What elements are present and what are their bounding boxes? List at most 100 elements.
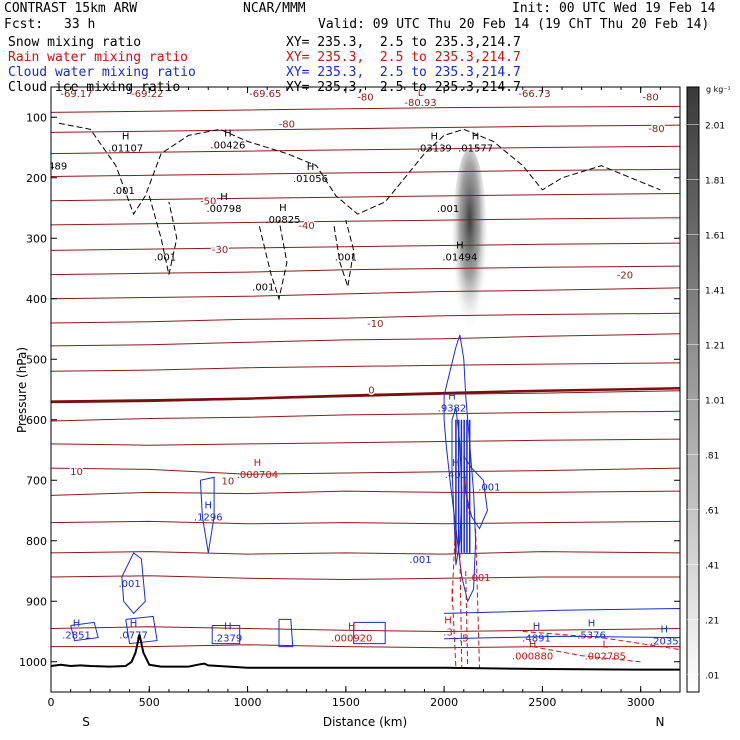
extremum-marker: H bbox=[254, 458, 262, 469]
temperature-label: 0 bbox=[368, 386, 374, 397]
extremum-value: .4891 bbox=[522, 634, 551, 645]
temperature-label: -10 bbox=[367, 319, 383, 330]
field-xy-rain: XY= 235.3, 2.5 to 235.3,214.7 bbox=[286, 50, 521, 65]
field-xy-cloud-ice: XY= 235.3, 2.5 to 235.3,214.7 bbox=[286, 80, 521, 95]
y-axis-label: Pressure (hPa) bbox=[15, 347, 29, 433]
colorbar-tick-label: 1.41 bbox=[705, 287, 725, 297]
extremum-marker: H bbox=[431, 132, 439, 143]
extremum-value: .002785 bbox=[585, 652, 626, 663]
model-title: CONTRAST 15km ARW bbox=[4, 1, 138, 16]
temperature-label: -66.73 bbox=[518, 89, 550, 100]
extremum-marker: H bbox=[452, 458, 460, 469]
cloud-ice-contour bbox=[58, 122, 661, 216]
extremum-marker: H bbox=[224, 622, 232, 633]
contour-label: .001 bbox=[113, 186, 135, 197]
contour-label: .001 bbox=[468, 573, 490, 584]
temperature-label: -30 bbox=[212, 245, 228, 256]
extremum-value: .000880 bbox=[512, 652, 553, 663]
colorbar-tick-label: 1.61 bbox=[705, 232, 725, 242]
temperature-contour bbox=[51, 362, 680, 372]
extremum-marker: H bbox=[533, 622, 541, 633]
temperature-label: -80.93 bbox=[404, 98, 436, 109]
rain-water-contour bbox=[451, 589, 457, 668]
temperature-label: -20 bbox=[617, 271, 633, 282]
x-axis-label: Distance (km) bbox=[323, 715, 407, 729]
colorbar-tick-label: 1.81 bbox=[705, 177, 725, 187]
temperature-label: -80 bbox=[642, 93, 658, 104]
contour-label: .001 bbox=[335, 252, 357, 263]
y-tick-label: 300 bbox=[26, 232, 47, 245]
contour-label: .0489 bbox=[39, 162, 68, 173]
temperature-contour bbox=[51, 644, 680, 649]
rain-water-contour bbox=[522, 631, 680, 651]
axes: 0 500 1000 1500 2000 2500 30001002003004005006… bbox=[19, 87, 681, 709]
temperature-contour bbox=[51, 520, 680, 525]
extremum-value: .2035 bbox=[650, 637, 679, 648]
temperature-label: -80 bbox=[357, 93, 373, 104]
center-name: NCAR/MMM bbox=[243, 1, 306, 16]
extremum-marker: H bbox=[661, 625, 669, 636]
cloud-ice-contour bbox=[333, 219, 355, 287]
cloud-water-contour bbox=[121, 552, 146, 615]
extremum-marker: H bbox=[529, 640, 537, 651]
temperature-contour bbox=[51, 265, 680, 276]
extremum-value: .000704 bbox=[237, 470, 278, 481]
cloud-water-contour bbox=[70, 621, 99, 642]
x-tick-label: 3000 bbox=[627, 696, 655, 709]
extremum-value: .3 bbox=[443, 628, 453, 639]
cloud-water-contour bbox=[199, 476, 215, 553]
x-tick-label: 1500 bbox=[332, 696, 360, 709]
extremum-value: .00825 bbox=[265, 215, 300, 226]
field-name-rain: Rain water mixing ratio bbox=[8, 50, 189, 65]
y-tick-label: 900 bbox=[26, 595, 47, 608]
colorbar-tick-label: .21 bbox=[705, 617, 719, 627]
rain-water-contour bbox=[532, 646, 641, 663]
colorbar-tick-label: .01 bbox=[705, 672, 719, 682]
extremum-value: .01056 bbox=[293, 174, 328, 185]
extremum-marker: H bbox=[73, 619, 81, 630]
temperature-contour bbox=[51, 626, 680, 633]
extremum-value: .03139 bbox=[417, 144, 452, 155]
temperature-contour bbox=[51, 193, 680, 202]
temperature-contour bbox=[51, 145, 680, 155]
colorbar-tick-label: .41 bbox=[705, 562, 719, 572]
x-tick-label: 2500 bbox=[528, 696, 556, 709]
rain-water-contour bbox=[465, 570, 469, 668]
temperature-contour bbox=[51, 490, 680, 496]
field-xy-snow: XY= 235.3, 2.5 to 235.3,214.7 bbox=[286, 35, 521, 50]
temperature-contour bbox=[51, 467, 680, 475]
y-tick-label: 700 bbox=[26, 474, 47, 487]
colorbar-unit: g kg⁻¹ bbox=[706, 85, 731, 94]
forecast-hours: 33 h bbox=[64, 17, 96, 32]
x-tick-label: 0 bbox=[48, 696, 55, 709]
cloud-ice-contour bbox=[148, 195, 178, 275]
extremum-marker: L bbox=[603, 640, 609, 651]
extremum-marker: H bbox=[472, 132, 480, 143]
extremum-marker: H bbox=[307, 162, 315, 173]
extremum-value: .00426 bbox=[210, 140, 245, 151]
temperature-label: -69.22 bbox=[131, 89, 163, 100]
contour-label: L bbox=[418, 88, 424, 99]
extremum-marker: H bbox=[448, 392, 456, 403]
y-tick-label: 200 bbox=[26, 172, 47, 185]
extremum-marker: H bbox=[220, 192, 228, 203]
field-xy-cloud-water: XY= 235.3, 2.5 to 235.3,214.7 bbox=[286, 65, 521, 80]
extremum-value: .0777 bbox=[119, 631, 148, 642]
init-time: Init: 00 UTC Wed 19 Feb 14 bbox=[512, 1, 716, 16]
extremum-value: .2851 bbox=[62, 631, 91, 642]
rain-water-contour bbox=[475, 528, 480, 668]
forecast-label: Fcst: bbox=[4, 17, 44, 32]
contour-label: .001 bbox=[437, 204, 459, 215]
extremum-value: .9382 bbox=[438, 404, 467, 415]
valid-time: Valid: 09 UTC Thu 20 Feb 14 (19 ChT Thu … bbox=[318, 17, 710, 32]
y-tick-label: 500 bbox=[26, 353, 47, 366]
temperature-contour bbox=[51, 217, 680, 226]
extremum-marker: H bbox=[204, 501, 212, 512]
extremum-marker: H bbox=[279, 203, 287, 214]
temperature-contour bbox=[51, 124, 680, 133]
rain-water-contour bbox=[463, 480, 471, 517]
extremum-value: .01107 bbox=[108, 144, 143, 155]
temperature-label: 10 bbox=[70, 467, 83, 478]
plot-area: -69.17 -69.22 -69.65 -66.73 -80.93 -80 -80 -80 -… bbox=[39, 88, 680, 671]
contour-label: .001 bbox=[118, 579, 140, 590]
